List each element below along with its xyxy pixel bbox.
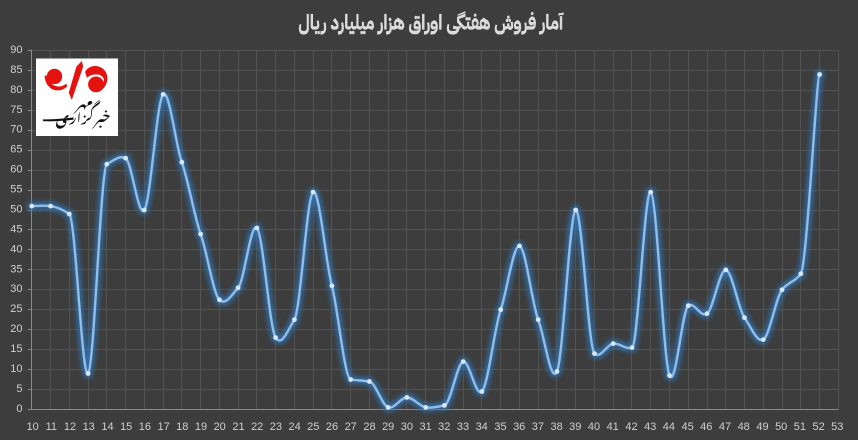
svg-text:36: 36	[513, 421, 525, 433]
svg-text:32: 32	[438, 421, 450, 433]
svg-text:20: 20	[10, 323, 22, 335]
svg-text:14: 14	[101, 421, 113, 433]
svg-text:21: 21	[232, 421, 244, 433]
svg-text:50: 50	[775, 421, 787, 433]
svg-text:44: 44	[663, 421, 675, 433]
svg-text:90: 90	[10, 44, 22, 56]
svg-text:30: 30	[401, 421, 413, 433]
svg-text:53: 53	[831, 421, 843, 433]
svg-text:65: 65	[10, 144, 22, 156]
svg-text:49: 49	[756, 421, 768, 433]
svg-text:34: 34	[476, 421, 488, 433]
svg-text:43: 43	[644, 421, 656, 433]
svg-text:23: 23	[270, 421, 282, 433]
svg-text:40: 40	[588, 421, 600, 433]
svg-text:80: 80	[10, 84, 22, 96]
svg-text:75: 75	[10, 104, 22, 116]
svg-text:85: 85	[10, 64, 22, 76]
svg-text:12: 12	[64, 421, 76, 433]
svg-text:60: 60	[10, 164, 22, 176]
svg-text:37: 37	[532, 421, 544, 433]
svg-text:28: 28	[363, 421, 375, 433]
svg-text:19: 19	[195, 421, 207, 433]
svg-text:41: 41	[607, 421, 619, 433]
svg-text:48: 48	[738, 421, 750, 433]
svg-text:18: 18	[176, 421, 188, 433]
svg-text:11: 11	[46, 421, 57, 433]
svg-text:39: 39	[569, 421, 581, 433]
svg-text:20: 20	[214, 421, 226, 433]
svg-text:46: 46	[700, 421, 712, 433]
svg-text:27: 27	[345, 421, 357, 433]
svg-text:51: 51	[794, 421, 806, 433]
svg-text:10: 10	[26, 421, 38, 433]
svg-text:35: 35	[10, 263, 22, 275]
svg-text:10: 10	[10, 363, 22, 375]
svg-text:13: 13	[83, 421, 95, 433]
svg-text:17: 17	[157, 421, 169, 433]
svg-text:35: 35	[494, 421, 506, 433]
svg-text:29: 29	[382, 421, 394, 433]
svg-text:15: 15	[10, 343, 22, 355]
svg-text:24: 24	[288, 421, 300, 433]
svg-text:0: 0	[16, 403, 22, 415]
svg-text:70: 70	[10, 124, 22, 136]
svg-text:40: 40	[10, 243, 22, 255]
svg-text:45: 45	[681, 421, 693, 433]
svg-text:25: 25	[10, 303, 22, 315]
svg-text:42: 42	[625, 421, 637, 433]
svg-text:30: 30	[10, 283, 22, 295]
svg-text:26: 26	[326, 421, 338, 433]
svg-text:47: 47	[719, 421, 731, 433]
svg-text:22: 22	[251, 421, 263, 433]
svg-text:45: 45	[10, 223, 22, 235]
svg-text:55: 55	[10, 184, 22, 196]
svg-text:31: 31	[419, 421, 431, 433]
svg-text:50: 50	[10, 203, 22, 215]
svg-text:25: 25	[307, 421, 319, 433]
svg-text:38: 38	[550, 421, 562, 433]
svg-text:15: 15	[120, 421, 132, 433]
svg-text:33: 33	[457, 421, 469, 433]
svg-text:16: 16	[139, 421, 151, 433]
svg-text:5: 5	[16, 383, 22, 395]
svg-text:52: 52	[812, 421, 824, 433]
